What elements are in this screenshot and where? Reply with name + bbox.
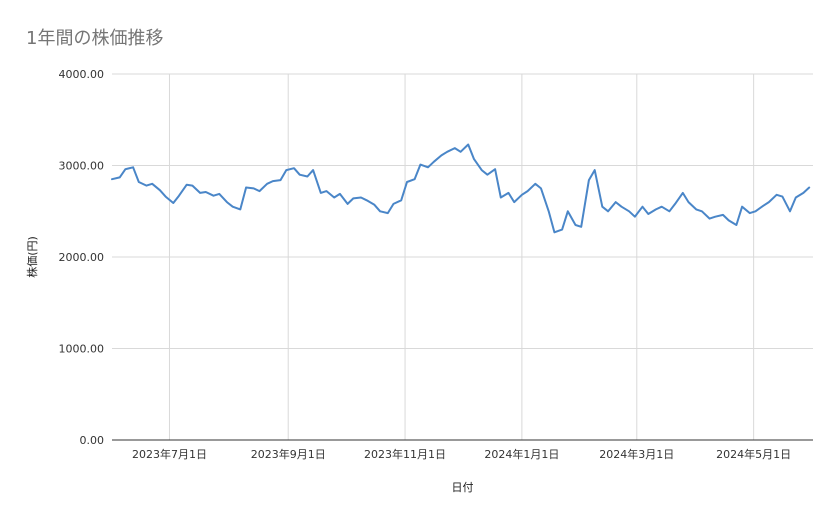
x-tick-label: 2024年3月1日 xyxy=(599,447,674,461)
x-tick-label: 2023年11月1日 xyxy=(364,447,446,461)
y-axis-title: 株価(円) xyxy=(25,236,39,278)
gridlines xyxy=(112,73,813,440)
series-line xyxy=(111,143,811,234)
y-tick-label: 1000.00 xyxy=(59,343,105,356)
x-axis-ticks: 2023年7月1日 2023年9月1日 2023年11月1日 2024年1月1日 202… xyxy=(132,447,791,461)
x-tick-label: 2023年7月1日 xyxy=(132,447,207,461)
x-tick-label: 2024年5月1日 xyxy=(716,447,791,461)
x-tick-label: 2024年1月1日 xyxy=(484,447,559,461)
y-tick-label: 2000.00 xyxy=(59,251,105,264)
chart-title: 1年間の株価推移 xyxy=(26,28,164,49)
y-tick-label: 4000.00 xyxy=(59,68,105,81)
y-tick-label: 0.00 xyxy=(80,434,105,447)
y-axis-ticks: 0.00 1000.00 2000.00 3000.00 4000.00 xyxy=(59,68,105,447)
x-axis-title: 日付 xyxy=(452,481,474,494)
x-tick-label: 2023年9月1日 xyxy=(251,447,326,461)
y-tick-label: 3000.00 xyxy=(59,160,105,173)
